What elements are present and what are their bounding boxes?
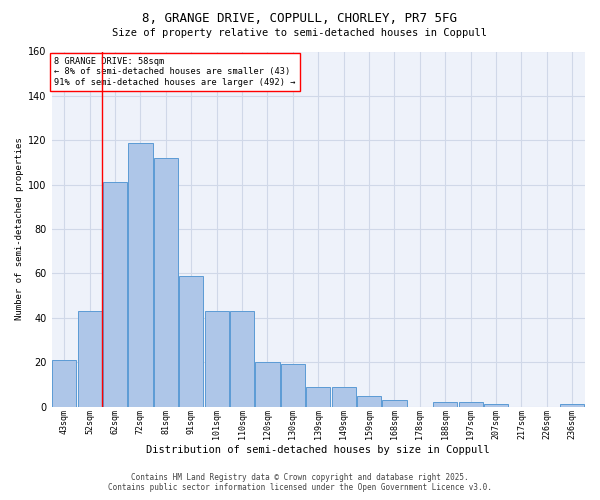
Bar — [230, 311, 254, 406]
Bar — [458, 402, 483, 406]
Bar — [256, 362, 280, 406]
Bar — [52, 360, 76, 406]
Bar — [306, 386, 331, 406]
Bar — [179, 276, 203, 406]
Bar — [332, 386, 356, 406]
Bar — [128, 142, 152, 406]
Text: Size of property relative to semi-detached houses in Coppull: Size of property relative to semi-detach… — [113, 28, 487, 38]
Bar — [77, 311, 101, 406]
Bar — [103, 182, 127, 406]
Bar — [281, 364, 305, 406]
Bar — [560, 404, 584, 406]
Bar — [382, 400, 407, 406]
Bar — [154, 158, 178, 406]
Text: 8 GRANGE DRIVE: 58sqm
← 8% of semi-detached houses are smaller (43)
91% of semi-: 8 GRANGE DRIVE: 58sqm ← 8% of semi-detac… — [54, 57, 296, 86]
Text: 8, GRANGE DRIVE, COPPULL, CHORLEY, PR7 5FG: 8, GRANGE DRIVE, COPPULL, CHORLEY, PR7 5… — [143, 12, 458, 26]
Bar — [205, 311, 229, 406]
Text: Contains HM Land Registry data © Crown copyright and database right 2025.
Contai: Contains HM Land Registry data © Crown c… — [108, 473, 492, 492]
Bar — [433, 402, 457, 406]
Y-axis label: Number of semi-detached properties: Number of semi-detached properties — [15, 138, 24, 320]
Bar — [484, 404, 508, 406]
Bar — [357, 396, 381, 406]
X-axis label: Distribution of semi-detached houses by size in Coppull: Distribution of semi-detached houses by … — [146, 445, 490, 455]
